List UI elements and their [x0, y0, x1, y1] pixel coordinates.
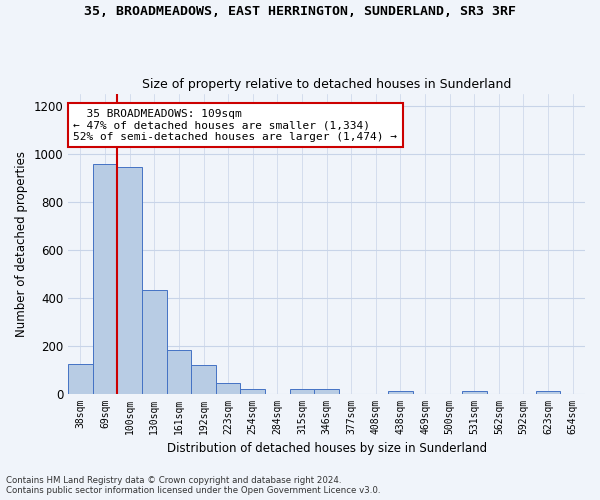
Bar	[314, 389, 339, 394]
Text: 35 BROADMEADOWS: 109sqm
← 47% of detached houses are smaller (1,334)
52% of semi: 35 BROADMEADOWS: 109sqm ← 47% of detache…	[73, 108, 397, 142]
Text: 35, BROADMEADOWS, EAST HERRINGTON, SUNDERLAND, SR3 3RF: 35, BROADMEADOWS, EAST HERRINGTON, SUNDE…	[84, 5, 516, 18]
Text: Contains HM Land Registry data © Crown copyright and database right 2024.
Contai: Contains HM Land Registry data © Crown c…	[6, 476, 380, 495]
Bar	[142, 290, 167, 394]
Bar	[536, 391, 560, 394]
X-axis label: Distribution of detached houses by size in Sunderland: Distribution of detached houses by size …	[167, 442, 487, 455]
Bar	[167, 350, 191, 394]
Bar	[191, 365, 216, 394]
Bar	[290, 389, 314, 394]
Bar	[118, 167, 142, 394]
Bar	[216, 383, 241, 394]
Bar	[93, 164, 118, 394]
Bar	[388, 391, 413, 394]
Y-axis label: Number of detached properties: Number of detached properties	[15, 150, 28, 336]
Bar	[462, 391, 487, 394]
Bar	[68, 364, 93, 394]
Title: Size of property relative to detached houses in Sunderland: Size of property relative to detached ho…	[142, 78, 511, 91]
Bar	[241, 389, 265, 394]
